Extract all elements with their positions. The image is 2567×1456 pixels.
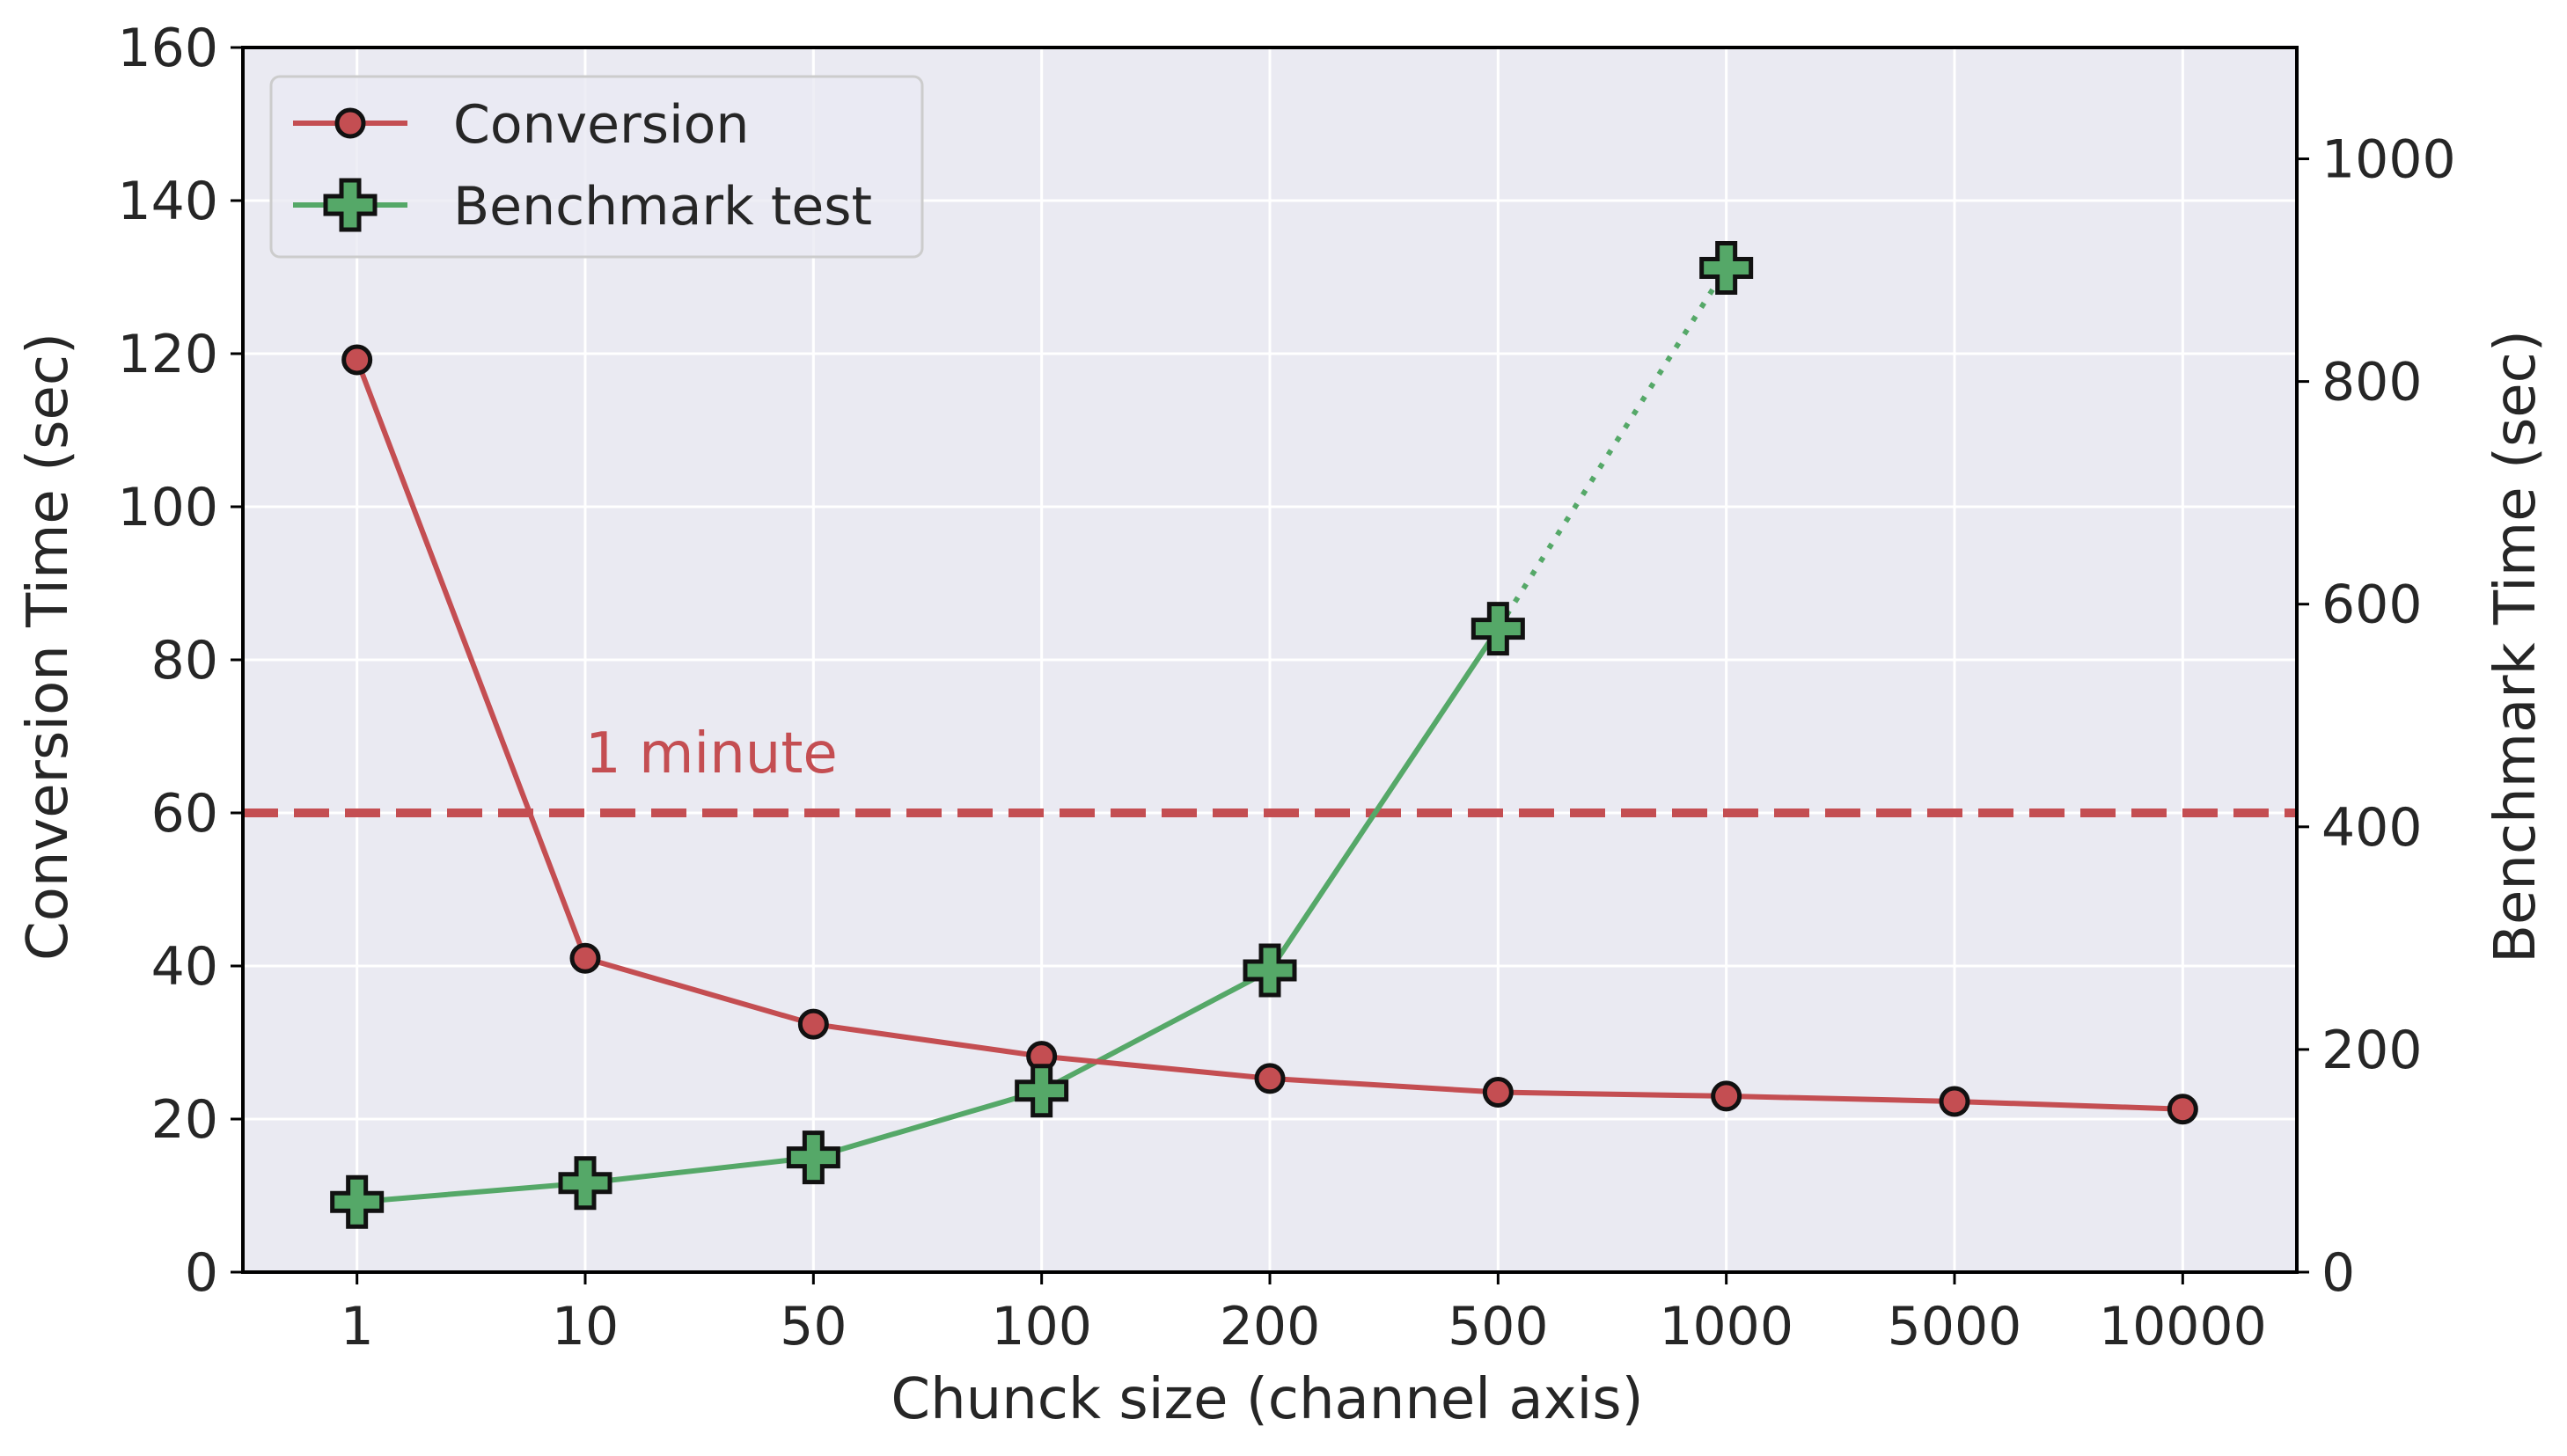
benchmark-point <box>1243 943 1297 998</box>
conversion-point <box>1939 1086 1970 1117</box>
series-group <box>330 241 2198 1229</box>
x-tick-label: 1 <box>341 1296 374 1357</box>
x-tick-label: 200 <box>1220 1296 1321 1357</box>
y-axis-right-title: Benchmark Time (sec) <box>2483 330 2549 963</box>
legend: Conversion Benchmark test <box>269 75 924 259</box>
x-tick-label: 500 <box>1448 1296 1549 1357</box>
conversion-point <box>341 344 373 376</box>
conversion-point <box>1482 1077 1514 1108</box>
x-tick-label: 10000 <box>2099 1296 2267 1357</box>
benchmark-point <box>558 1156 612 1211</box>
benchmark-line <box>356 626 1500 1205</box>
benchmark-point <box>1471 602 1525 656</box>
y-left-tick-label: 40 <box>151 936 218 998</box>
x-axis-title: Chunck size (channel axis) <box>891 1367 1643 1432</box>
y-left-tick-label: 140 <box>117 171 218 232</box>
legend-benchmark-label: Benchmark test <box>453 176 872 238</box>
y-right-tick-label: 400 <box>2321 797 2423 859</box>
conversion-point <box>1254 1063 1286 1094</box>
y-left-tick-label: 160 <box>117 18 218 79</box>
y-left-tick-label: 120 <box>117 324 218 385</box>
benchmark-point <box>1015 1064 1069 1118</box>
legend-benchmark-marker <box>323 178 378 232</box>
legend-conversion-label: Conversion <box>453 94 749 156</box>
reference-line-group: 1 minute <box>243 721 2297 817</box>
x-tick-label: 100 <box>991 1296 1092 1357</box>
y-right-tick-label: 200 <box>2321 1020 2423 1081</box>
conversion-point <box>2167 1094 2198 1125</box>
ticks-group: 1 10 50 100 200 500 1000 5000 100000204060801001… <box>117 18 2455 1357</box>
benchmark-point <box>330 1174 385 1229</box>
x-tick-label: 1000 <box>1659 1296 1793 1357</box>
legend-box <box>269 75 924 259</box>
y-left-tick-label: 80 <box>151 630 218 691</box>
y-axis-left-title: Conversion Time (sec) <box>16 333 81 961</box>
y-right-tick-label: 1000 <box>2321 129 2456 191</box>
y-left-tick-label: 20 <box>151 1089 218 1151</box>
y-left-tick-label: 100 <box>117 477 218 538</box>
y-right-tick-label: 800 <box>2321 352 2423 413</box>
conversion-point <box>797 1008 829 1040</box>
y-right-tick-label: 0 <box>2321 1242 2355 1304</box>
benchmark-point <box>1699 241 1754 296</box>
y-left-tick-label: 0 <box>185 1242 218 1304</box>
conversion-point <box>569 942 601 974</box>
x-tick-label: 5000 <box>1888 1296 2022 1357</box>
x-tick-label: 50 <box>780 1296 847 1357</box>
x-tick-label: 10 <box>552 1296 619 1357</box>
conversion-point <box>1711 1080 1742 1112</box>
reference-line-label: 1 minute <box>585 721 838 787</box>
y-right-tick-label: 600 <box>2321 574 2423 636</box>
legend-conversion-marker <box>334 107 366 139</box>
y-left-tick-label: 60 <box>151 783 218 845</box>
benchmark-point <box>786 1130 840 1185</box>
